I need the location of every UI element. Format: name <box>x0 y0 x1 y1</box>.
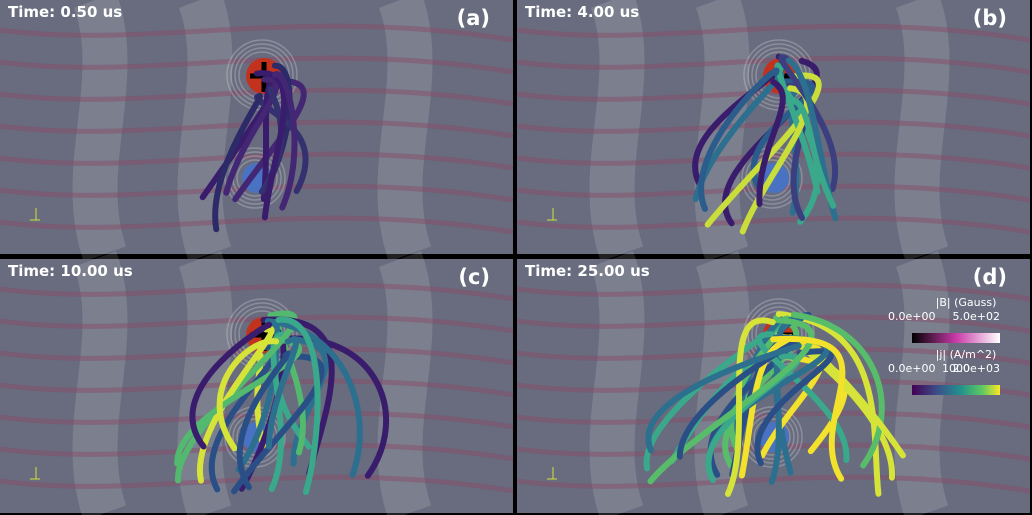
colorbar-title: |j| (A/m^2) <box>936 348 997 361</box>
time-label: Time: 4.00 us <box>525 3 639 21</box>
figure: Time: 0.50 us (a) Time: 4.00 us (b) Time: 10… <box>0 0 1032 515</box>
panel: Time: 4.00 us (b) <box>517 0 1030 254</box>
colorbar-title: |B| (Gauss) <box>936 296 997 309</box>
panel: Time: 0.50 us (a) <box>0 0 513 254</box>
time-label: Time: 25.00 us <box>525 262 650 280</box>
panel-label: (a) <box>457 6 490 30</box>
panel-label: (b) <box>973 6 1007 30</box>
panel-label: (d) <box>973 265 1007 289</box>
light-band <box>95 259 105 513</box>
panel: Time: 10.00 us (c) <box>0 259 513 513</box>
light-band <box>95 0 105 254</box>
colorbar-tick-label: 2.0e+03 <box>953 362 1000 375</box>
colorbar <box>912 333 1000 343</box>
colorbar-tick-label: 0.0e+00 <box>888 362 935 375</box>
time-label: Time: 10.00 us <box>8 262 133 280</box>
light-band <box>612 0 622 254</box>
time-label: Time: 0.50 us <box>8 3 122 21</box>
light-band <box>917 0 927 254</box>
colorbar-tick-label: 5.0e+02 <box>953 310 1000 323</box>
light-band <box>612 259 622 513</box>
colorbar-tick-label: 0.0e+00 <box>888 310 935 323</box>
light-band <box>400 0 410 254</box>
panel-label: (c) <box>458 265 490 289</box>
light-band <box>400 259 410 513</box>
colorbar <box>912 385 1000 395</box>
